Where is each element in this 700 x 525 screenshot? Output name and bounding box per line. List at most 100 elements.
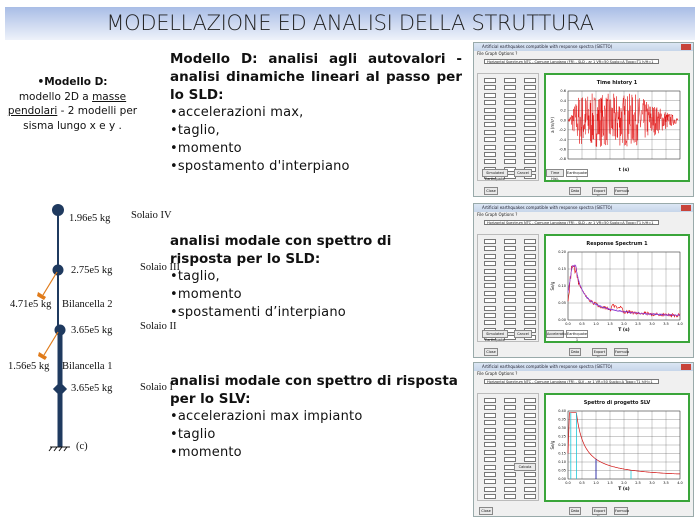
parameter-field[interactable] [484, 472, 496, 477]
parameter-field[interactable] [504, 261, 516, 267]
parameter-field[interactable] [504, 246, 516, 252]
parameter-field[interactable] [524, 479, 536, 485]
parameter-field[interactable] [504, 92, 516, 98]
parameter-field[interactable] [524, 107, 536, 113]
parameter-field[interactable] [524, 144, 536, 150]
parameter-field[interactable] [484, 290, 496, 296]
parameter-field[interactable] [484, 442, 496, 448]
parameter-field[interactable] [504, 486, 516, 492]
parameter-field[interactable] [504, 412, 516, 418]
parameter-field[interactable] [504, 405, 516, 411]
parameter-field[interactable] [504, 78, 516, 83]
window-button[interactable]: Close [484, 348, 498, 356]
parameter-field[interactable] [504, 137, 516, 143]
parameter-field[interactable] [504, 398, 516, 403]
masse-link[interactable]: masse [92, 90, 127, 103]
parameter-field[interactable] [484, 276, 496, 281]
window-button[interactable]: Data [569, 348, 581, 356]
window-button[interactable]: Time Hist. [546, 169, 564, 181]
parameter-field[interactable] [504, 268, 516, 274]
parameter-field[interactable] [484, 457, 496, 463]
earthquake-select[interactable]: Earthquake 1 [566, 169, 588, 181]
parameter-field[interactable] [504, 442, 516, 448]
parameter-field[interactable] [524, 305, 536, 311]
parameter-field[interactable] [484, 268, 496, 274]
parameter-field[interactable] [524, 420, 536, 426]
parameter-field[interactable] [524, 494, 536, 500]
parameter-field[interactable] [484, 92, 496, 98]
parameter-field[interactable] [484, 405, 496, 411]
parameter-field[interactable] [504, 100, 516, 106]
parameter-field[interactable] [484, 253, 496, 259]
parameter-field[interactable] [524, 122, 536, 128]
parameter-field[interactable] [484, 420, 496, 426]
parameter-field[interactable] [484, 412, 496, 418]
parameter-field[interactable] [484, 398, 496, 403]
parameter-field[interactable] [524, 405, 536, 411]
parameter-field[interactable] [504, 472, 516, 477]
parameter-field[interactable] [524, 320, 536, 326]
window-button[interactable]: Close [484, 187, 498, 195]
window-button[interactable]: Formula [614, 348, 630, 356]
parameter-field[interactable] [504, 115, 516, 120]
parameter-field[interactable] [484, 305, 496, 311]
parameter-field[interactable] [504, 253, 516, 259]
parameter-field[interactable] [484, 479, 496, 485]
parameter-field[interactable] [524, 152, 536, 157]
parameter-field[interactable] [524, 457, 536, 463]
close-icon[interactable] [681, 44, 691, 50]
parameter-field[interactable] [524, 442, 536, 448]
parameter-field[interactable] [484, 298, 496, 304]
parameter-field[interactable] [484, 137, 496, 143]
window-button[interactable]: Cancel [514, 169, 532, 177]
parameter-field[interactable] [484, 435, 496, 440]
parameter-field[interactable] [504, 85, 516, 91]
parameter-field[interactable] [504, 313, 516, 318]
parameter-field[interactable] [504, 122, 516, 128]
parameter-field[interactable] [524, 276, 536, 281]
parameter-field[interactable] [524, 92, 536, 98]
parameter-field[interactable] [524, 115, 536, 120]
parameter-field[interactable] [484, 494, 496, 500]
parameter-field[interactable] [524, 398, 536, 403]
parameter-field[interactable] [524, 253, 536, 259]
parameter-field[interactable] [504, 298, 516, 304]
title-field[interactable]: Horizontal Spectrum NTC - Comune Longian… [484, 59, 659, 64]
parameter-field[interactable] [504, 320, 516, 326]
parameter-field[interactable] [524, 427, 536, 433]
parameter-field[interactable] [484, 115, 496, 120]
parameter-field[interactable] [484, 144, 496, 150]
parameter-field[interactable] [524, 412, 536, 418]
parameter-field[interactable] [484, 152, 496, 157]
earthquake-select[interactable]: Earthquake 1 [566, 330, 588, 342]
parameter-field[interactable] [504, 152, 516, 157]
menu-bar[interactable]: File Graph Options ? [477, 51, 518, 56]
parameter-field[interactable] [504, 283, 516, 289]
parameter-field[interactable] [504, 305, 516, 311]
parameter-field[interactable] [504, 457, 516, 463]
parameter-field[interactable] [484, 122, 496, 128]
parameter-field[interactable] [524, 78, 536, 83]
parameter-field[interactable] [484, 427, 496, 433]
parameter-field[interactable] [524, 449, 536, 455]
title-field[interactable]: Horizontal Spectrum NTC - Comune Longian… [484, 379, 659, 384]
window-button[interactable]: Data [569, 187, 581, 195]
parameter-field[interactable] [484, 449, 496, 455]
parameter-field[interactable] [484, 78, 496, 83]
close-icon[interactable] [681, 205, 691, 211]
parameter-field[interactable] [524, 435, 536, 440]
parameter-field[interactable] [524, 159, 536, 165]
parameter-field[interactable] [524, 290, 536, 296]
menu-bar[interactable]: File Graph Options ? [477, 371, 518, 376]
parameter-field[interactable] [524, 268, 536, 274]
parameter-field[interactable] [524, 129, 536, 135]
window-button[interactable]: Export File [592, 187, 607, 197]
parameter-field[interactable] [484, 100, 496, 106]
window-button[interactable]: Close [479, 507, 493, 515]
parameter-field[interactable] [504, 107, 516, 113]
parameter-field[interactable] [524, 313, 536, 318]
window-button[interactable]: Calcola [514, 463, 536, 471]
parameter-field[interactable] [504, 239, 516, 244]
parameter-field[interactable] [504, 144, 516, 150]
parameter-field[interactable] [484, 261, 496, 267]
